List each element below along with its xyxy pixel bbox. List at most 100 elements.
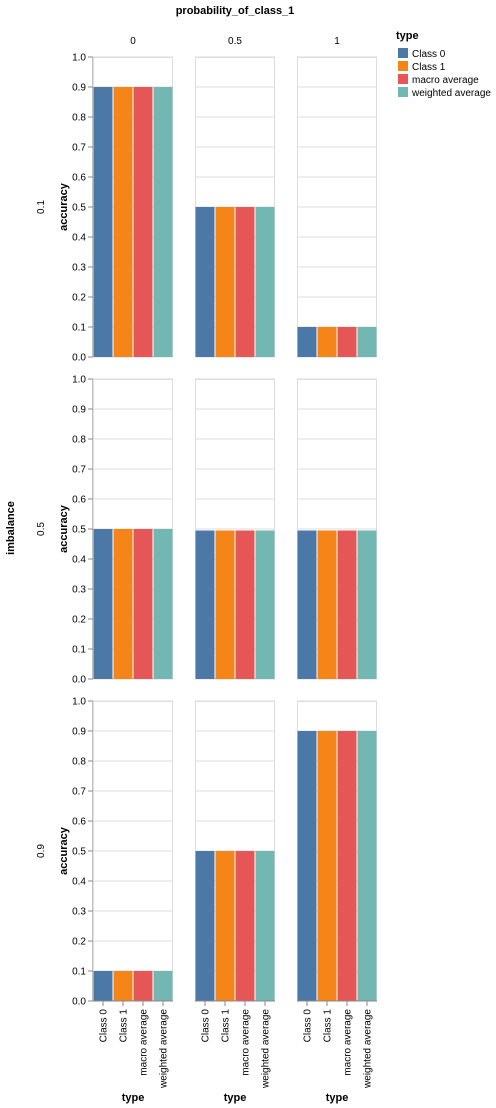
y-tick-label: 0.8 [72, 113, 86, 124]
y-tick-label: 0.7 [72, 787, 86, 798]
bar [255, 530, 275, 679]
y-tick-label: 0.7 [72, 465, 86, 476]
legend: type Class 0 Class 1 macro average weighted … [396, 30, 491, 99]
bar [133, 87, 153, 357]
column-facet-label: 1 [334, 36, 340, 47]
facet-panel: Class 0 Class 1 macro average weighted aver… [93, 700, 173, 1104]
facet-panel [195, 56, 275, 358]
column-facet-label: 0.5 [228, 36, 242, 47]
y-tick-label: 0.0 [72, 997, 86, 1008]
facet-panel [195, 378, 275, 680]
facet-panel: Class 0 Class 1 macro average weighted aver… [297, 700, 377, 1104]
row-facet-title: imbalance [5, 501, 17, 555]
x-tick-label: weighted average [159, 1009, 170, 1089]
panel-frame [297, 57, 377, 357]
y-tick-label: 0.0 [72, 353, 86, 364]
bar [297, 327, 317, 357]
legend-label: macro average [412, 75, 479, 86]
y-tick-label: 0.0 [72, 675, 86, 686]
y-tick-label: 1.0 [72, 697, 86, 708]
y-tick-label: 0.1 [72, 967, 86, 978]
row-facet-label: 0.5 [36, 522, 47, 536]
bar [195, 207, 215, 357]
bar [317, 327, 337, 357]
y-tick-label: 0.9 [72, 83, 86, 94]
legend-swatch [398, 74, 408, 84]
y-tick-label: 0.2 [72, 615, 86, 626]
y-tick-label: 0.5 [72, 847, 86, 858]
bar [255, 207, 275, 357]
column-facet-label: 0 [130, 36, 136, 47]
y-tick-label: 0.4 [72, 877, 86, 888]
bar [215, 530, 235, 679]
legend-label: Class 1 [412, 62, 446, 73]
x-tick-label: macro average [241, 1009, 252, 1076]
y-tick-label: 0.9 [72, 405, 86, 416]
row-facet-label: 0.1 [36, 200, 47, 214]
x-tick-label: Class 0 [303, 1009, 314, 1043]
y-tick-label: 0.7 [72, 143, 86, 154]
y-tick-label: 0.4 [72, 555, 86, 566]
y-tick-label: 0.3 [72, 263, 86, 274]
bar [93, 971, 113, 1001]
bar [235, 530, 255, 679]
bar [133, 529, 153, 679]
bar [153, 529, 173, 679]
bar [133, 971, 153, 1001]
y-tick-label: 0.1 [72, 645, 86, 656]
bar [337, 327, 357, 357]
x-tick-label: weighted average [261, 1009, 272, 1089]
y-tick-label: 0.8 [72, 757, 86, 768]
y-tick-label: 0.6 [72, 173, 86, 184]
y-tick-label: 0.4 [72, 233, 86, 244]
x-axis-title: type [122, 1092, 145, 1104]
bar [153, 87, 173, 357]
x-axis-title: type [326, 1092, 349, 1104]
panel-frame [297, 379, 377, 679]
legend-swatch [398, 48, 408, 58]
x-tick-label: Class 1 [119, 1009, 130, 1043]
x-tick-label: Class 1 [221, 1009, 232, 1043]
bar [357, 731, 377, 1001]
y-tick-label: 0.6 [72, 817, 86, 828]
bar [235, 851, 255, 1001]
row-facet-label: 0.9 [36, 844, 47, 858]
bar [337, 530, 357, 679]
facet-panel [297, 378, 377, 680]
y-tick-label: 0.6 [72, 495, 86, 506]
bar [215, 851, 235, 1001]
y-tick-label: 0.5 [72, 203, 86, 214]
bar [153, 971, 173, 1001]
bar [93, 87, 113, 357]
bar [195, 851, 215, 1001]
legend-swatch [398, 61, 408, 71]
facet-panels: 0 0.5 1 0.1 accuracy 0.0 0.1 0.2 0.3 0.4 0.5 0.6 0.7… [36, 36, 377, 1104]
bar [357, 327, 377, 357]
y-tick-label: 0.1 [72, 323, 86, 334]
facet-panel: Class 0 Class 1 macro average weighted aver… [195, 700, 275, 1104]
y-axis-title: accuracy [58, 182, 70, 231]
bar [93, 529, 113, 679]
y-tick-label: 1.0 [72, 53, 86, 64]
bar [235, 207, 255, 357]
bar [215, 207, 235, 357]
x-tick-label: weighted average [363, 1009, 374, 1089]
y-tick-label: 0.3 [72, 585, 86, 596]
bar [357, 530, 377, 679]
x-axis-title: type [224, 1092, 247, 1104]
y-tick-label: 0.2 [72, 937, 86, 948]
y-tick-label: 0.9 [72, 727, 86, 738]
legend-title: type [396, 30, 419, 42]
legend-swatch [398, 87, 408, 97]
column-facet-title: probability_of_class_1 [176, 5, 295, 17]
y-tick-label: 0.3 [72, 907, 86, 918]
y-tick-label: 0.5 [72, 525, 86, 536]
bar [195, 530, 215, 679]
bar [337, 731, 357, 1001]
legend-label: Class 0 [412, 49, 446, 60]
x-tick-label: Class 0 [201, 1009, 212, 1043]
y-tick-label: 1.0 [72, 375, 86, 386]
bar [113, 529, 133, 679]
bar [317, 530, 337, 679]
